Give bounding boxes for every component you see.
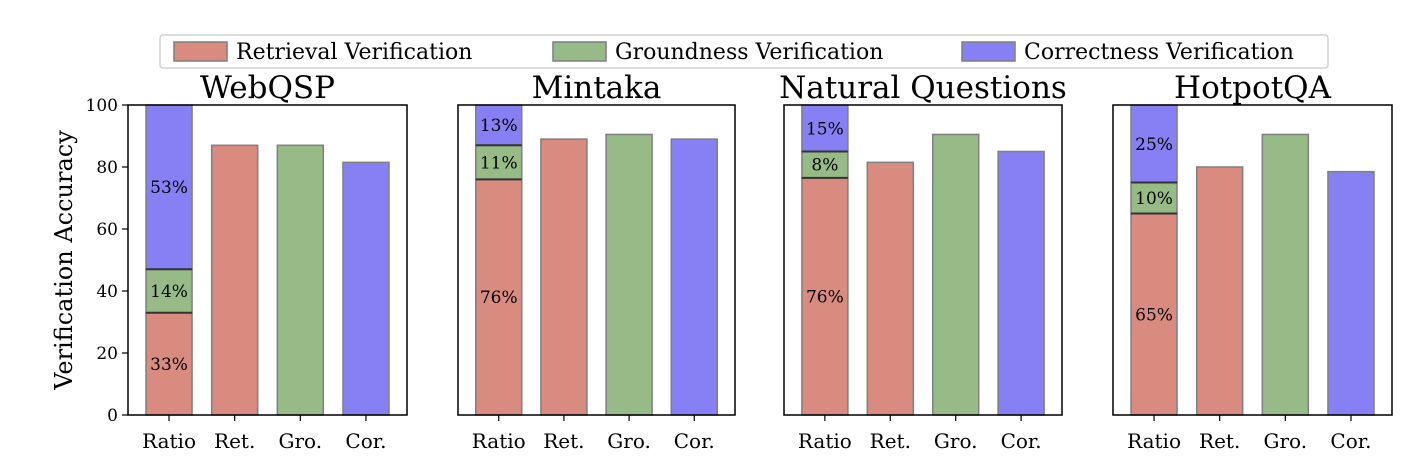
accuracy-bar — [276, 144, 325, 416]
legend-label: Groundness Verification — [615, 40, 883, 65]
data-label: 14% — [150, 282, 188, 302]
legend-swatch — [173, 41, 228, 62]
x-tick-label: Cor. — [1001, 429, 1042, 453]
ratio-segment-bar — [1130, 212, 1178, 416]
y-tick-label: 100 — [86, 96, 118, 116]
panel-title: HotpotQA — [1174, 70, 1332, 106]
ratio-segment-bar — [1130, 181, 1178, 215]
legend-swatch — [961, 41, 1016, 62]
ratio-segment-bar — [145, 311, 193, 416]
x-tick-label: Gro. — [934, 429, 978, 453]
data-label: 53% — [150, 178, 188, 198]
accuracy-bar — [931, 133, 980, 416]
y-tick-label: 0 — [107, 406, 118, 426]
plot-frame — [1112, 104, 1393, 416]
x-tick-label: Ratio — [1127, 429, 1181, 453]
accuracy-bar — [670, 138, 719, 416]
panel-title: Mintaka — [532, 70, 662, 106]
x-tick-label: Gro. — [1264, 429, 1308, 453]
data-label: 76% — [806, 287, 844, 307]
x-tick-label: Cor. — [1330, 429, 1371, 453]
data-label: 10% — [1135, 189, 1173, 209]
accuracy-bar — [1261, 133, 1310, 416]
x-tick-label: Ratio — [472, 429, 526, 453]
data-label: 8% — [811, 156, 838, 176]
legend-frame — [159, 34, 1329, 69]
legend-swatch — [552, 41, 607, 62]
data-label: 65% — [1135, 305, 1173, 325]
x-tick-label: Ret. — [543, 429, 584, 453]
y-tick-label: 80 — [96, 158, 118, 178]
accuracy-bar — [1327, 170, 1375, 416]
plot-frame — [457, 104, 736, 416]
y-tick-label: 40 — [96, 282, 118, 302]
x-tick-label: Ratio — [798, 429, 852, 453]
accuracy-bar — [997, 150, 1045, 416]
legend: Retrieval Verification Groundness Verific… — [159, 34, 1329, 69]
ratio-segment-bar — [474, 104, 523, 147]
ratio-segment-bar — [801, 177, 849, 416]
data-label: 76% — [480, 288, 518, 308]
data-label: 25% — [1135, 135, 1173, 155]
y-tick-label: 60 — [96, 220, 118, 240]
panel-title: WebQSP — [200, 70, 335, 106]
data-label: 13% — [480, 116, 518, 136]
x-tick-label: Gro. — [279, 429, 323, 453]
x-tick-label: Ratio — [142, 429, 196, 453]
plot-frame — [783, 104, 1063, 416]
x-tick-label: Ret. — [870, 429, 911, 453]
y-tick-label: 20 — [96, 344, 118, 364]
accuracy-bar — [210, 144, 259, 416]
data-label: 11% — [480, 153, 518, 173]
panel-title: Natural Questions — [779, 70, 1067, 106]
x-tick-label: Cor. — [345, 429, 386, 453]
accuracy-bar — [605, 133, 653, 416]
legend-label: Correctness Verification — [1024, 40, 1294, 65]
x-tick-label: Gro. — [607, 429, 651, 453]
accuracy-bar — [866, 161, 915, 416]
legend-label: Retrieval Verification — [236, 40, 472, 65]
chart-panel: HotpotQA 65% 10% 25% Ratio Ret. Gro. Cor. — [1112, 70, 1393, 453]
y-axis-label: Verification Accuracy — [50, 130, 78, 391]
plot-frame — [127, 104, 408, 416]
accuracy-bar — [540, 138, 588, 416]
data-label: 15% — [806, 119, 844, 139]
x-tick-label: Ret. — [1199, 429, 1240, 453]
chart-panel: WebQSP 33% 14% 53% Ratio Ret. Gro. Cor. 0 20 40 60 8… — [86, 70, 408, 453]
accuracy-bar — [1195, 166, 1244, 416]
data-label: 33% — [150, 355, 188, 375]
chart-panel: Natural Questions 76% 8% 15% Ratio Ret. Gro. Co… — [779, 70, 1067, 453]
x-tick-label: Cor. — [674, 429, 715, 453]
chart-panel: Mintaka 76% 11% 13% Ratio Ret. Gro. Cor. — [457, 70, 736, 453]
x-tick-label: Ret. — [214, 429, 255, 453]
accuracy-bar — [342, 161, 390, 416]
